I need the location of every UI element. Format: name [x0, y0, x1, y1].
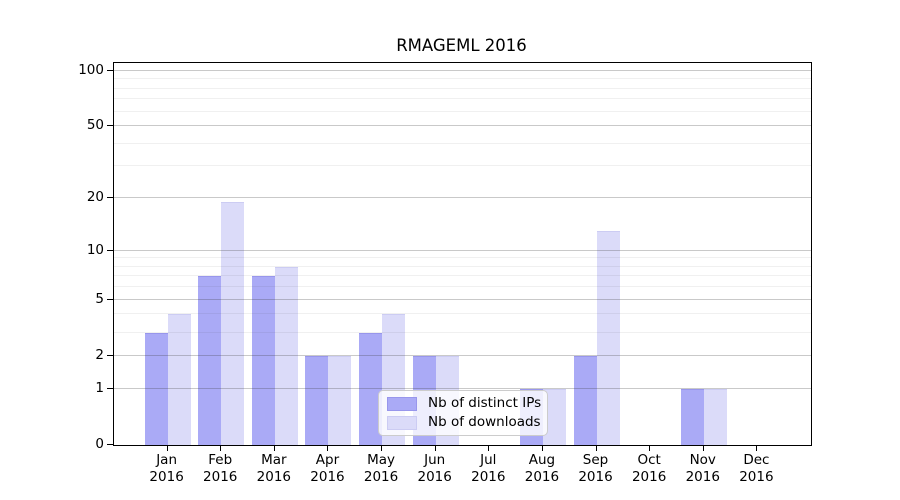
- bar-nb-of-distinct-ips-feb-2016: [198, 276, 222, 445]
- x-tick-mark-mar-2016: [273, 445, 275, 451]
- bar-nb-of-downloads-aug-2016: [542, 388, 566, 445]
- gridline-major-1: [114, 387, 811, 389]
- y-tick-label-5: 5: [95, 290, 104, 307]
- legend: Nb of distinct IPs Nb of downloads: [378, 390, 548, 436]
- bar-nb-of-distinct-ips-apr-2016: [305, 355, 329, 445]
- bar-nb-of-distinct-ips-nov-2016: [680, 388, 704, 445]
- gridline-minor-40: [114, 142, 811, 144]
- y-tick-label-10: 10: [86, 241, 104, 258]
- legend-swatch-distinct-ips: [387, 396, 417, 411]
- x-tick-mark-oct-2016: [649, 445, 651, 451]
- x-tick-mark-jun-2016: [434, 445, 436, 451]
- x-tick-mark-apr-2016: [327, 445, 329, 451]
- gridline-minor-80: [114, 87, 811, 89]
- gridline-minor-8: [114, 265, 811, 267]
- bar-nb-of-distinct-ips-may-2016: [359, 332, 383, 445]
- x-tick-label-nov-2016: Nov 2016: [685, 452, 720, 485]
- legend-label-downloads: Nb of downloads: [428, 414, 541, 430]
- x-tick-label-apr-2016: Apr 2016: [310, 452, 345, 485]
- x-tick-label-dec-2016: Dec 2016: [739, 452, 774, 485]
- x-tick-mark-jan-2016: [166, 445, 168, 451]
- gridline-major-2: [114, 354, 811, 356]
- y-tick-label-20: 20: [86, 189, 104, 206]
- y-tick-mark-10: [107, 249, 113, 251]
- x-tick-mark-feb-2016: [220, 445, 222, 451]
- gridline-major-10: [114, 249, 811, 251]
- y-tick-label-100: 100: [78, 61, 104, 78]
- x-tick-label-oct-2016: Oct 2016: [631, 452, 667, 485]
- chart-title: RMAGEML 2016: [396, 36, 527, 55]
- x-tick-mark-nov-2016: [702, 445, 704, 451]
- x-tick-label-sep-2016: Sep 2016: [578, 452, 613, 485]
- y-tick-mark-0: [107, 444, 113, 445]
- legend-swatch-downloads: [387, 415, 417, 430]
- y-tick-mark-5: [107, 298, 113, 300]
- x-tick-mark-jul-2016: [488, 445, 490, 451]
- y-tick-label-1: 1: [95, 379, 104, 396]
- x-tick-label-may-2016: May 2016: [363, 452, 399, 485]
- x-tick-mark-sep-2016: [595, 445, 597, 451]
- bar-nb-of-distinct-ips-jan-2016: [144, 332, 168, 445]
- gridline-minor-30: [114, 165, 811, 167]
- gridline-minor-6: [114, 286, 811, 288]
- bar-nb-of-downloads-sep-2016: [596, 230, 620, 445]
- bar-nb-of-downloads-feb-2016: [221, 202, 245, 445]
- gridline-major-100: [114, 69, 811, 71]
- y-tick-mark-1: [107, 387, 113, 389]
- x-tick-label-jan-2016: Jan 2016: [149, 452, 184, 485]
- x-tick-label-jun-2016: Jun 2016: [417, 452, 452, 485]
- legend-item-distinct-ips: Nb of distinct IPs: [387, 396, 547, 411]
- bar-nb-of-downloads-nov-2016: [703, 388, 727, 445]
- y-tick-label-2: 2: [95, 346, 104, 363]
- y-tick-label-0: 0: [95, 436, 104, 452]
- gridline-minor-60: [114, 110, 811, 112]
- x-tick-label-jul-2016: Jul 2016: [471, 452, 506, 485]
- y-tick-mark-20: [107, 197, 113, 199]
- y-tick-mark-100: [107, 69, 113, 71]
- legend-label-distinct-ips: Nb of distinct IPs: [428, 395, 542, 411]
- gridline-minor-9: [114, 257, 811, 259]
- gridline-minor-3: [114, 331, 811, 333]
- gridline-major-50: [114, 125, 811, 127]
- y-tick-mark-50: [107, 125, 113, 127]
- bar-nb-of-downloads-mar-2016: [274, 266, 298, 445]
- gridline-minor-7: [114, 275, 811, 277]
- x-tick-mark-may-2016: [381, 445, 383, 451]
- x-tick-label-aug-2016: Aug 2016: [524, 452, 560, 485]
- gridline-minor-90: [114, 78, 811, 80]
- bar-nb-of-distinct-ips-sep-2016: [573, 355, 597, 445]
- plot-area: [113, 62, 812, 446]
- y-tick-label-50: 50: [86, 117, 104, 134]
- bar-nb-of-downloads-jan-2016: [167, 314, 191, 445]
- bar-nb-of-distinct-ips-mar-2016: [251, 276, 275, 445]
- legend-item-downloads: Nb of downloads: [387, 415, 547, 430]
- gridline-major-20: [114, 197, 811, 199]
- x-tick-mark-aug-2016: [541, 445, 543, 451]
- x-tick-label-feb-2016: Feb 2016: [203, 452, 238, 485]
- gridline-major-5: [114, 298, 811, 300]
- bar-nb-of-downloads-apr-2016: [328, 355, 352, 445]
- gridline-minor-4: [114, 313, 811, 315]
- gridline-minor-70: [114, 98, 811, 100]
- y-tick-mark-2: [107, 354, 113, 356]
- x-tick-label-mar-2016: Mar 2016: [256, 452, 292, 485]
- x-tick-mark-dec-2016: [756, 445, 758, 451]
